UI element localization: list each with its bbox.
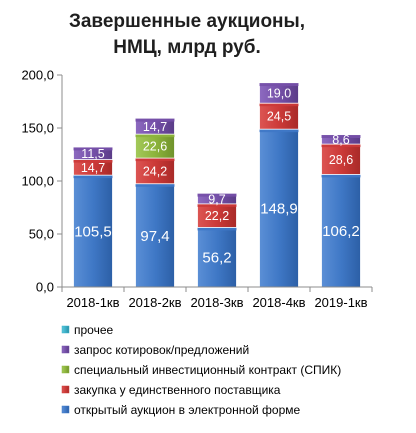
data-label: 14,7 xyxy=(143,120,167,134)
bar-segment-edge xyxy=(135,134,175,138)
data-label: 56,2 xyxy=(202,250,231,267)
bar-segment-edge xyxy=(197,203,237,207)
data-label: 24,5 xyxy=(267,110,291,124)
x-tick-label: 2018-2кв xyxy=(128,295,181,310)
bar-segment-edge xyxy=(73,175,113,179)
data-label: 148,9 xyxy=(260,200,298,217)
bar-segment-edge xyxy=(73,159,113,163)
legend-swatch xyxy=(61,365,70,374)
data-label: 22,2 xyxy=(205,209,229,223)
data-label: 97,4 xyxy=(140,228,169,245)
x-tick-label: 2019-1кв xyxy=(314,295,367,310)
y-axis: 0,0 50,0 100,0 150,0 200,0 xyxy=(21,68,63,295)
y-tick-label: 0,0 xyxy=(36,280,54,295)
bar-segment-edge xyxy=(259,103,299,107)
legend-label: открытый аукцион в электронной форме xyxy=(74,403,301,417)
y-tick-label: 50,0 xyxy=(29,227,54,242)
bar-segment xyxy=(135,157,175,185)
bar-segment-edge xyxy=(259,83,299,87)
data-label: 14,7 xyxy=(81,161,105,175)
data-label: 105,5 xyxy=(74,223,112,240)
bar-segment-edge xyxy=(135,118,175,122)
chart-title-line-2: НМЦ, млрд руб. xyxy=(113,37,261,58)
bar-segment-edge xyxy=(321,134,361,138)
y-tick-label: 150,0 xyxy=(21,121,54,136)
data-label: 24,2 xyxy=(143,164,167,178)
y-tick-label: 100,0 xyxy=(21,174,54,189)
bar-segment xyxy=(259,102,299,130)
legend-label: специальный инвестиционный контракт (СПИ… xyxy=(74,363,341,377)
legend: прочее запрос котировок/предложений специа… xyxy=(61,323,341,417)
x-tick-label: 2018-4кв xyxy=(252,295,305,310)
data-label: 106,2 xyxy=(322,223,360,240)
bar-segment-edge xyxy=(135,158,175,162)
bar-segment-edge xyxy=(321,144,361,148)
data-label: 9,7 xyxy=(208,192,225,206)
bar-segment xyxy=(321,174,361,288)
legend-label: закупка у единственного поставщика xyxy=(74,383,281,397)
bar-segment xyxy=(135,183,175,288)
legend-swatch xyxy=(61,405,70,414)
bar-segment xyxy=(321,143,361,175)
bar-segment-edge xyxy=(197,227,237,231)
legend-swatch xyxy=(61,325,70,334)
data-label: 28,6 xyxy=(329,153,353,167)
bar-segment-edge xyxy=(197,193,237,197)
y-tick-label: 200,0 xyxy=(21,68,54,83)
bars: 105,514,711,597,424,222,614,756,222,29,7… xyxy=(73,82,361,288)
bar-segment-edge xyxy=(73,147,113,151)
chart-title-line-1: Завершенные аукционы, xyxy=(69,11,305,32)
legend-swatch xyxy=(61,385,70,394)
legend-swatch xyxy=(61,345,70,354)
bar-segment-edge xyxy=(321,174,361,178)
legend-label: запрос котировок/предложений xyxy=(74,343,249,357)
bar-segment-edge xyxy=(135,183,175,187)
data-label: 19,0 xyxy=(267,87,291,101)
bar-segment-edge xyxy=(259,129,299,133)
data-label: 22,6 xyxy=(143,140,167,154)
legend-label: прочее xyxy=(74,323,114,337)
data-label: 11,5 xyxy=(81,147,104,161)
bar-segment xyxy=(197,227,237,288)
x-tick-label: 2018-3кв xyxy=(190,295,243,310)
x-tick-label: 2018-1кв xyxy=(66,295,119,310)
x-axis: 2018-1кв 2018-2кв 2018-3кв 2018-4кв 2019-1кв xyxy=(61,286,373,310)
data-label: 8,6 xyxy=(332,133,349,147)
